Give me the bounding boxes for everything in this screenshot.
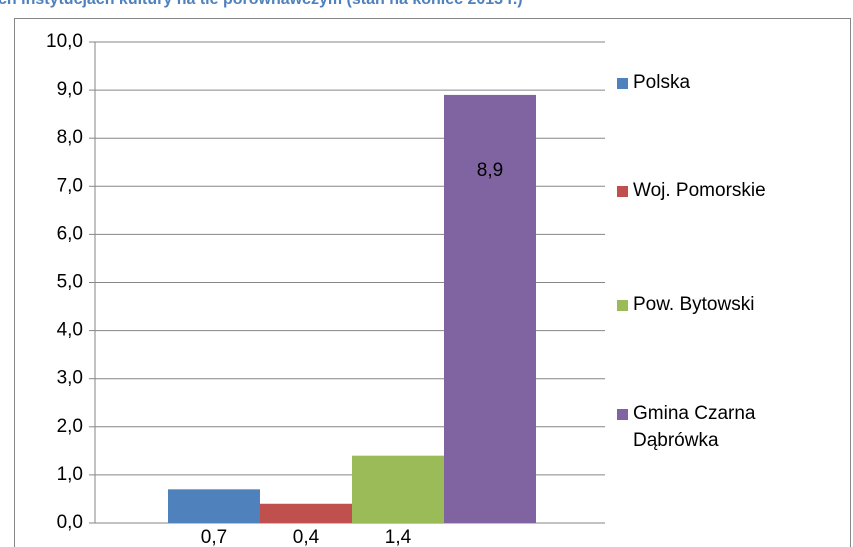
legend-swatch: [617, 78, 628, 89]
bar: [260, 503, 352, 523]
y-tick-label: 1,0: [57, 464, 83, 485]
data-label: 0,4: [293, 527, 320, 547]
bar: [352, 455, 444, 523]
data-label: 1,4: [385, 527, 412, 547]
y-tick-label: 10,0: [46, 31, 83, 52]
chart-title: ch instytucjach kultury na tle porównawc…: [0, 0, 523, 8]
chart-border: [14, 18, 851, 547]
y-tick-label: 6,0: [57, 223, 83, 244]
data-label: 8,9: [477, 160, 503, 181]
y-tick-label: 7,0: [57, 175, 83, 196]
y-tick-label: 4,0: [57, 320, 83, 341]
y-tick-label: 5,0: [57, 272, 83, 293]
y-tick-label: 0,0: [57, 512, 83, 533]
legend-label: Polska: [633, 72, 691, 93]
legend-swatch: [617, 409, 628, 420]
bar: [444, 94, 536, 523]
y-tick-label: 2,0: [57, 416, 83, 437]
y-tick-label: 8,0: [57, 127, 83, 148]
legend-swatch: [617, 300, 628, 311]
legend-swatch: [617, 186, 628, 197]
legend-label: Woj. Pomorskie: [633, 180, 766, 201]
data-label: 0,7: [201, 527, 227, 547]
y-tick-label: 9,0: [57, 79, 83, 100]
y-tick-label: 3,0: [57, 368, 83, 389]
legend-label: Pow. Bytowski: [633, 294, 755, 315]
bar: [168, 489, 260, 523]
legend-label: Gmina Czarna Dąbrówka: [633, 403, 756, 451]
